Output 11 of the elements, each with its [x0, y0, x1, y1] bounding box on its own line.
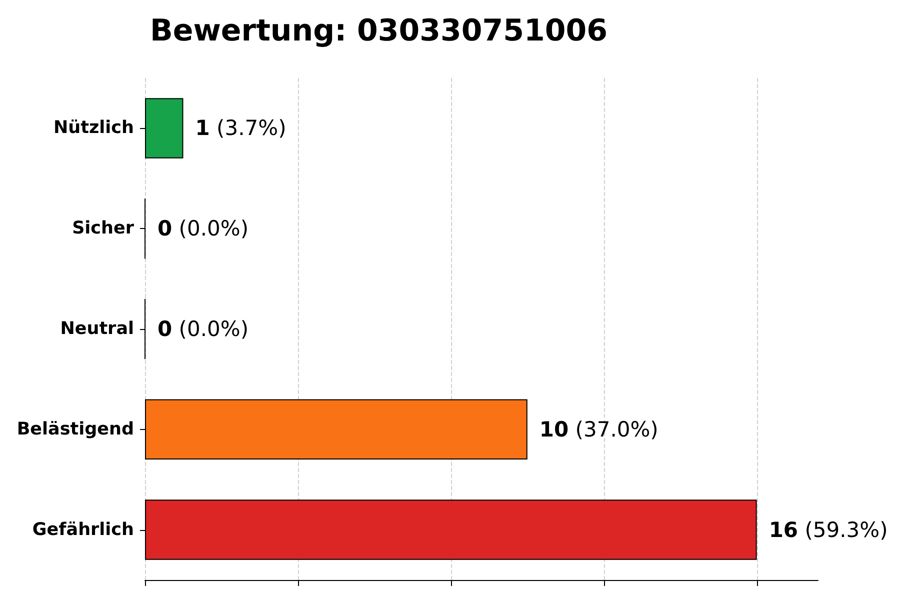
y-tick-label: Sicher — [72, 218, 134, 239]
y-tick-label: Gefährlich — [32, 520, 134, 540]
data-label: 0 (0.0%) — [158, 216, 249, 241]
y-tick-label: Belästigend — [16, 419, 134, 440]
data-label: 10 (37.0%) — [539, 417, 658, 442]
y-tick-label: Nützlich — [54, 118, 134, 138]
data-label: 0 (0.0%) — [158, 317, 249, 341]
y-tick-label: Neutral — [60, 319, 134, 339]
chart-title: Bewertung: 030330751006 — [150, 14, 608, 48]
data-label: 16 (59.3%) — [768, 518, 888, 542]
data-label: 1 (3.7%) — [195, 116, 286, 140]
